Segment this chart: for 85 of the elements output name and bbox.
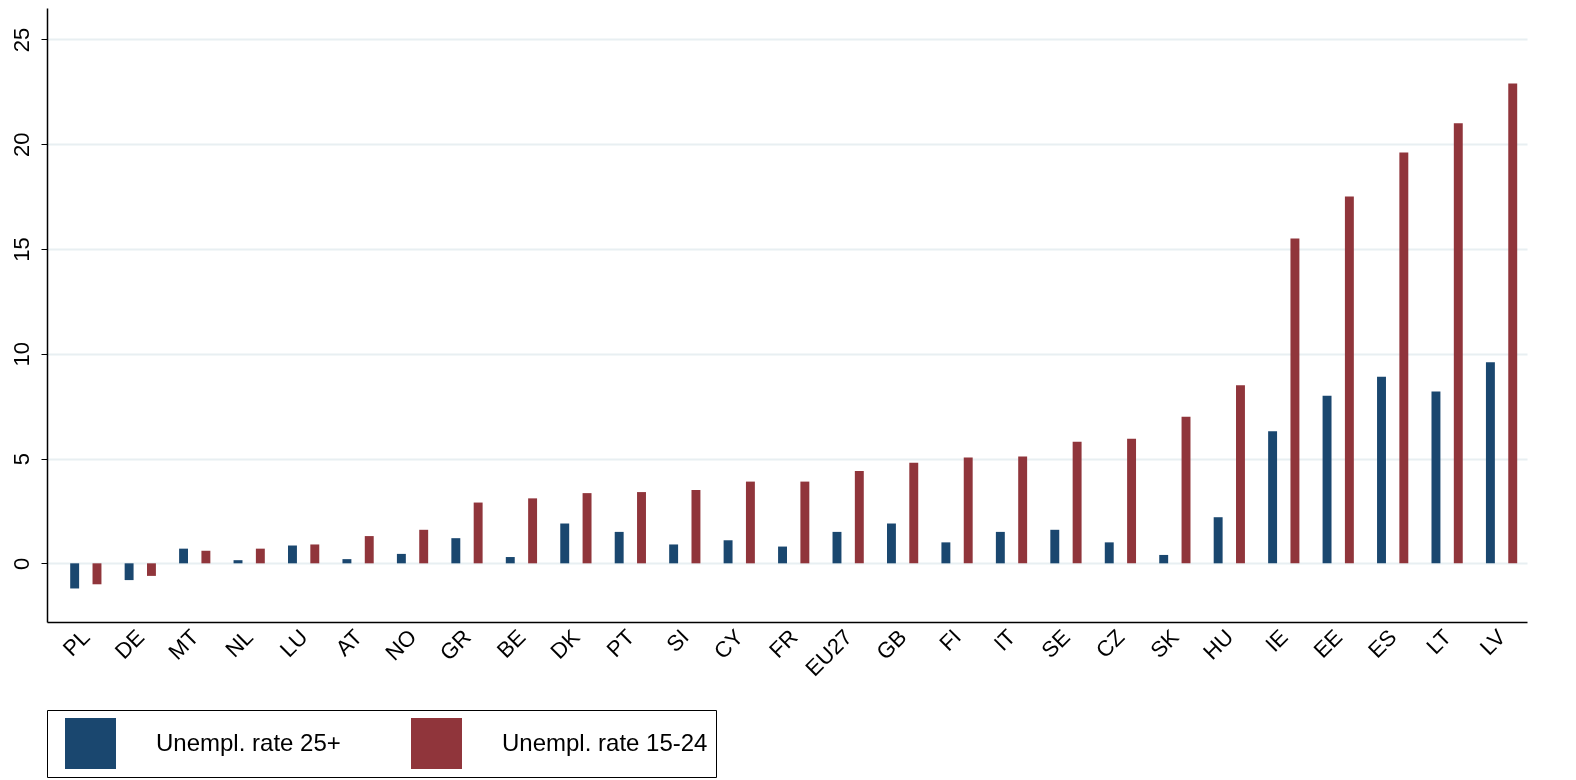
bar bbox=[995, 531, 1005, 564]
x-tick-label: AT bbox=[330, 624, 367, 661]
bar bbox=[528, 498, 538, 564]
bar bbox=[1399, 152, 1409, 564]
y-tick-label: 20 bbox=[8, 132, 34, 157]
bar bbox=[505, 557, 515, 564]
bar bbox=[614, 531, 624, 564]
bar bbox=[1485, 362, 1495, 564]
bar bbox=[963, 457, 973, 564]
bar bbox=[364, 536, 374, 564]
bar bbox=[854, 471, 864, 564]
x-tick-label: NO bbox=[380, 624, 422, 666]
bar bbox=[909, 462, 919, 564]
bar bbox=[1127, 438, 1137, 564]
x-tick-label: HU bbox=[1198, 624, 1239, 665]
x-tick-label: PT bbox=[601, 624, 640, 662]
x-tick-label: LV bbox=[1474, 624, 1511, 660]
y-tick-label: 10 bbox=[8, 342, 34, 367]
x-tick-label: ES bbox=[1363, 624, 1402, 663]
x-tick-label: LU bbox=[274, 624, 313, 662]
bar bbox=[1431, 391, 1441, 564]
y-tick-label: 15 bbox=[8, 237, 34, 262]
bar bbox=[92, 563, 102, 585]
bar bbox=[473, 502, 483, 564]
bar bbox=[396, 553, 406, 564]
bar bbox=[1018, 456, 1028, 564]
bar bbox=[1050, 529, 1060, 564]
bar bbox=[70, 563, 80, 589]
bar bbox=[941, 542, 951, 564]
x-tick-label: SI bbox=[661, 624, 694, 657]
y-tick-label: 0 bbox=[8, 557, 34, 570]
bar bbox=[691, 489, 701, 564]
bar bbox=[1159, 554, 1169, 564]
bar bbox=[637, 492, 646, 564]
bar bbox=[1268, 431, 1278, 564]
bar bbox=[886, 523, 896, 564]
x-tick-label: NL bbox=[220, 624, 259, 662]
bar bbox=[146, 563, 156, 576]
bar bbox=[451, 538, 461, 564]
x-tick-label: BE bbox=[491, 624, 531, 663]
bar bbox=[669, 544, 679, 564]
x-tick-label: EE bbox=[1308, 624, 1348, 663]
bar bbox=[1213, 517, 1223, 564]
bar bbox=[255, 548, 265, 564]
x-tick-label: MT bbox=[163, 624, 204, 665]
bar bbox=[778, 546, 787, 564]
bar bbox=[179, 548, 189, 564]
bar bbox=[201, 550, 211, 564]
bar bbox=[1236, 385, 1245, 564]
x-tick-label: LT bbox=[1421, 624, 1456, 660]
bar bbox=[1322, 395, 1332, 564]
bar bbox=[124, 563, 134, 581]
x-tick-label: DE bbox=[109, 624, 150, 664]
x-tick-label: IE bbox=[1260, 624, 1293, 657]
x-tick-label: FR bbox=[764, 624, 803, 663]
bar bbox=[419, 529, 429, 564]
bar bbox=[1377, 376, 1386, 564]
bar bbox=[1344, 196, 1354, 564]
x-tick-label: SE bbox=[1036, 624, 1075, 663]
x-tick-label: FI bbox=[934, 624, 966, 656]
x-tick-label: PL bbox=[57, 624, 95, 662]
bar bbox=[800, 481, 810, 564]
bar bbox=[342, 559, 352, 564]
bar bbox=[745, 481, 755, 564]
x-tick-label: GB bbox=[871, 624, 912, 665]
x-tick-label: SK bbox=[1145, 624, 1184, 663]
x-tick-label: DK bbox=[545, 624, 585, 664]
y-tick-label: 25 bbox=[8, 27, 34, 53]
bar bbox=[1104, 542, 1114, 564]
bar bbox=[1290, 238, 1300, 564]
bar bbox=[723, 540, 733, 564]
legend-label: Unempl. rate 25+ bbox=[156, 728, 341, 756]
bar bbox=[582, 493, 592, 564]
x-tick-label: GR bbox=[434, 624, 476, 666]
x-tick-label: IT bbox=[988, 624, 1021, 656]
bar bbox=[560, 523, 570, 564]
y-tick-label: 5 bbox=[8, 452, 34, 466]
x-tick-label: CY bbox=[708, 624, 749, 664]
bar bbox=[1508, 83, 1518, 564]
legend-label: Unempl. rate 15-24 bbox=[502, 728, 708, 756]
bar bbox=[1072, 441, 1082, 564]
bar bbox=[310, 544, 320, 564]
x-tick-label: CZ bbox=[1090, 624, 1130, 663]
bar bbox=[1453, 123, 1463, 564]
bar bbox=[288, 545, 297, 564]
